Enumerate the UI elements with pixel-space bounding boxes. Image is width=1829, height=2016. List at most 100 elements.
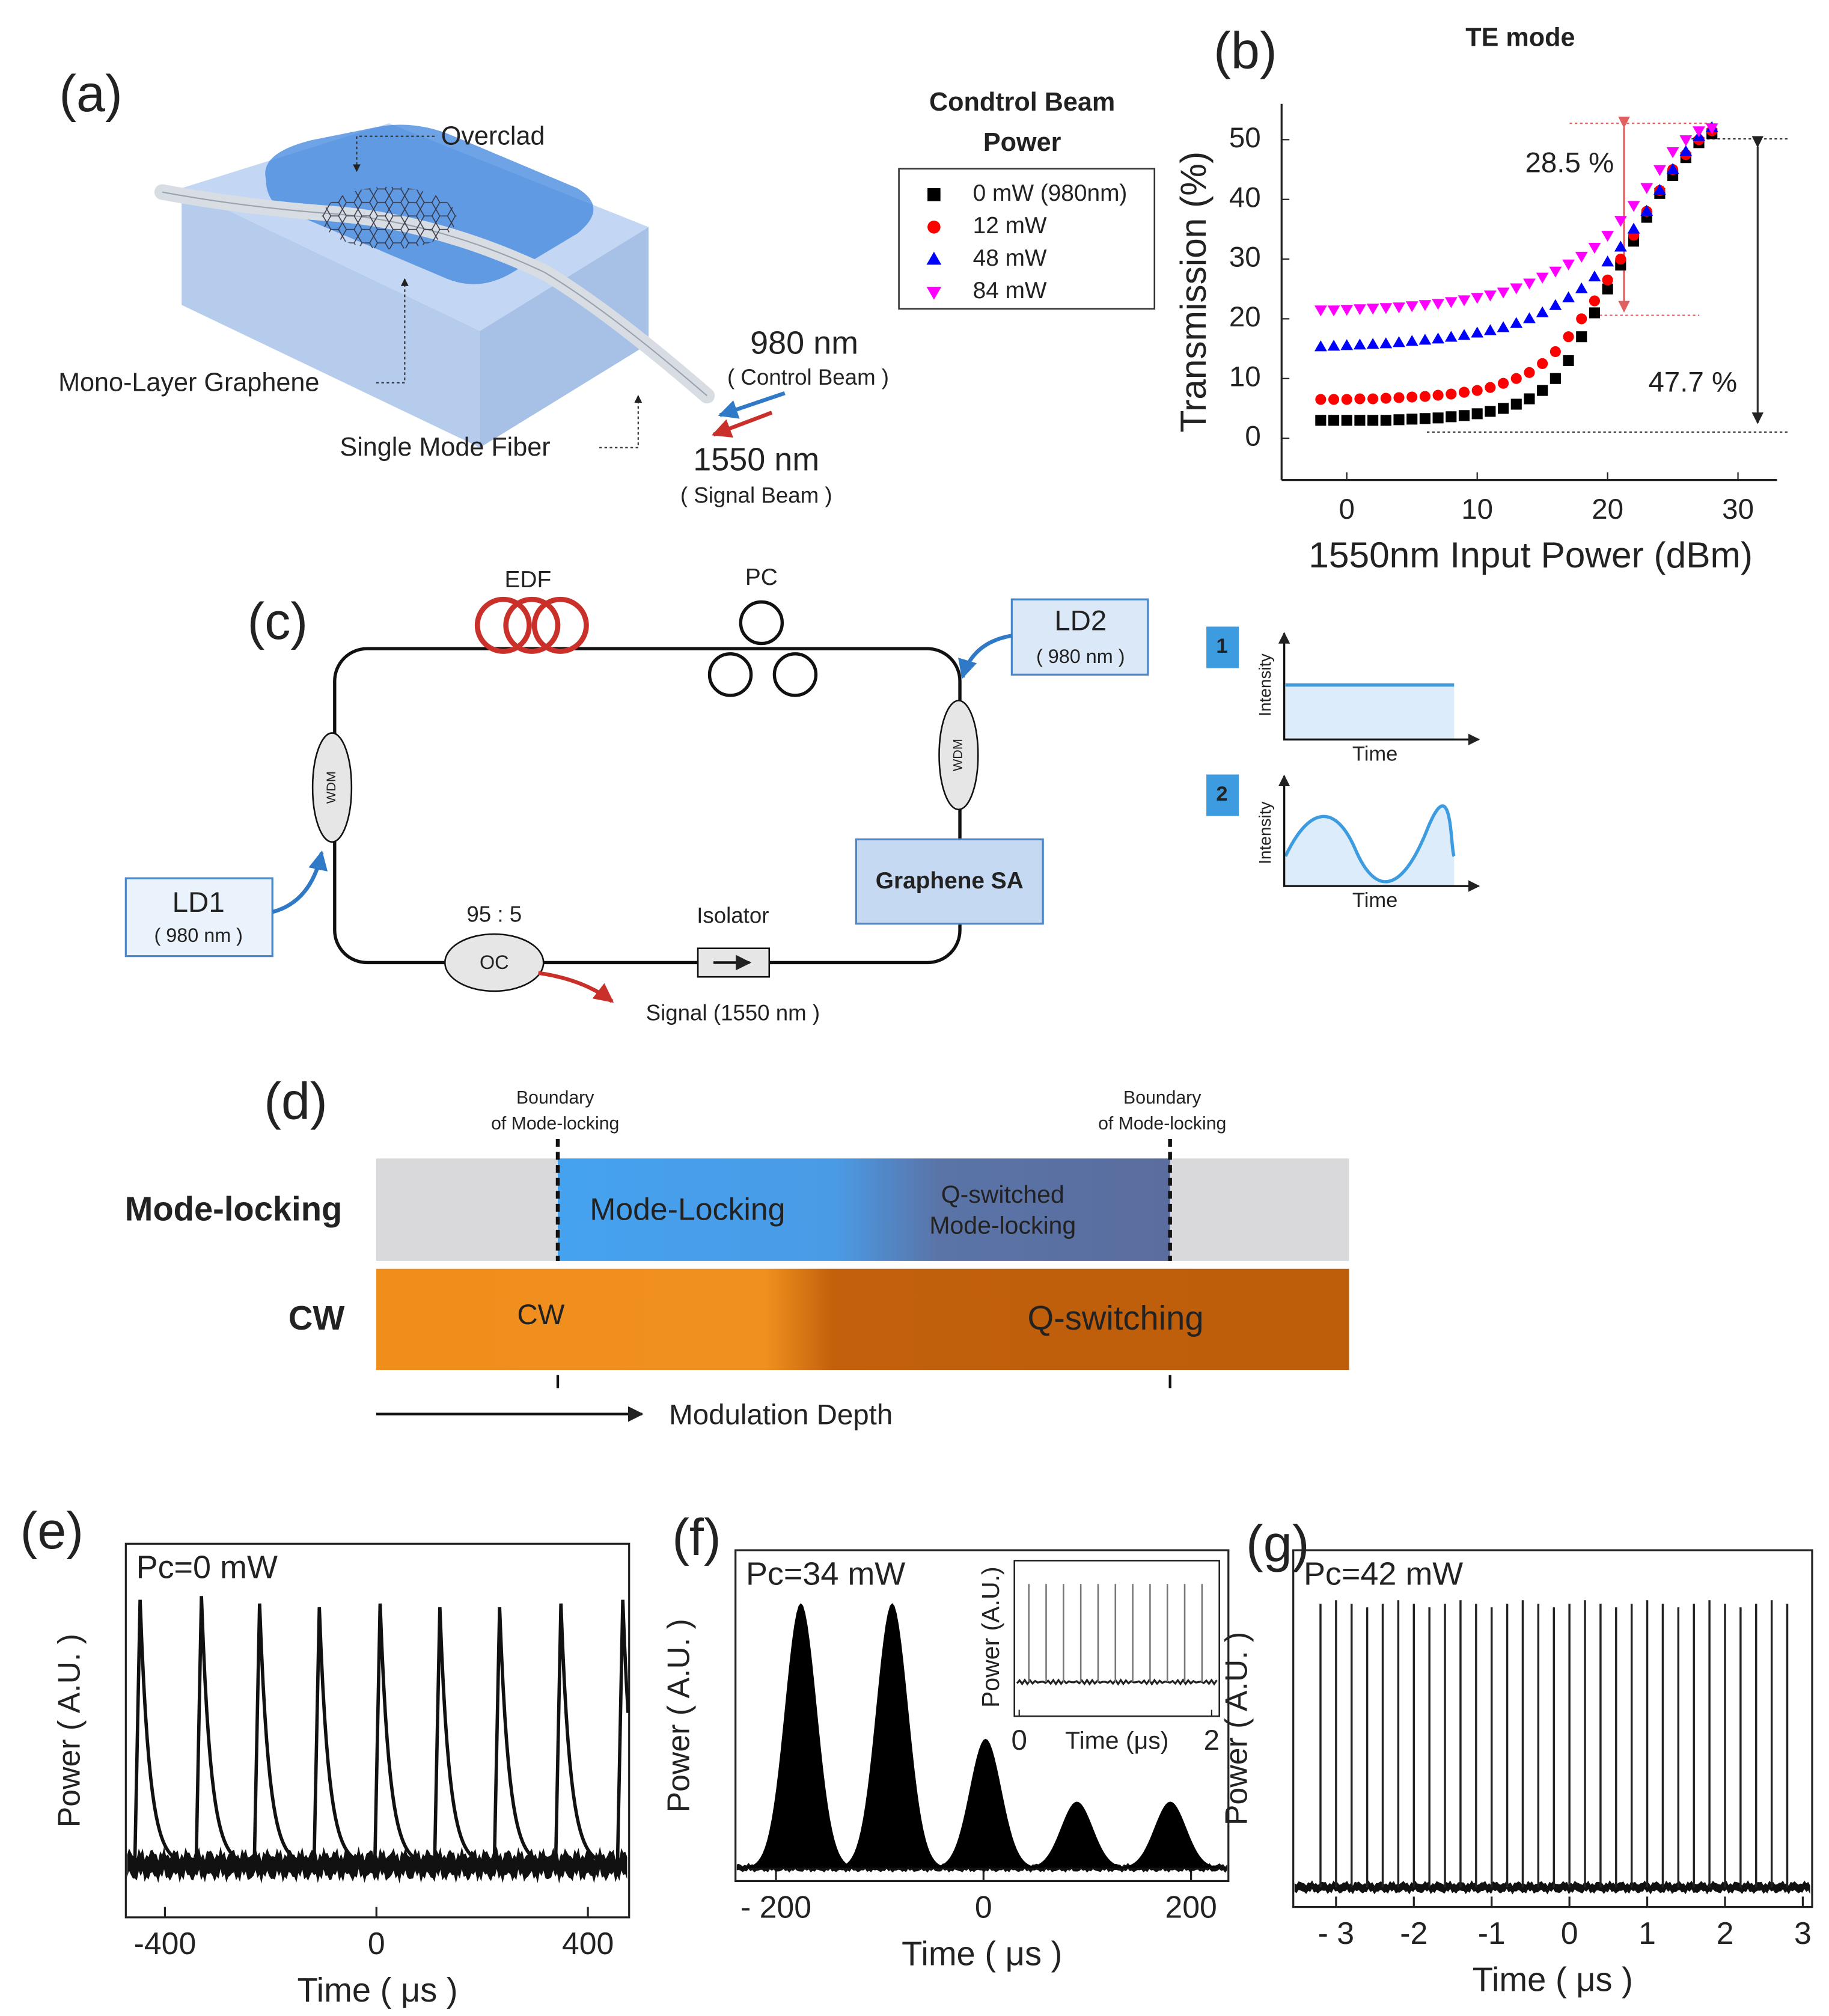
point <box>1432 412 1444 424</box>
panel-label: (a) <box>59 65 123 123</box>
x-axis-label: Time ( μs ) <box>297 1971 457 2009</box>
point <box>1537 358 1548 369</box>
point <box>1341 394 1352 405</box>
label: ( 980 nm ) <box>154 924 242 946</box>
point <box>1627 222 1640 234</box>
point <box>1524 393 1535 405</box>
point <box>1640 204 1653 216</box>
label: 980 nm <box>750 325 858 361</box>
point <box>1393 414 1405 426</box>
x-tick-label: 3 <box>1794 1916 1812 1950</box>
baseline-noise <box>127 1846 627 1884</box>
panel-annotation: Pc=0 mW <box>136 1550 278 1586</box>
point <box>1615 253 1626 265</box>
pulse <box>433 1607 493 1866</box>
point <box>1510 317 1523 328</box>
point <box>1366 338 1379 349</box>
legend-title: Condtrol Beam <box>929 88 1115 117</box>
point <box>1315 415 1327 426</box>
label: of Mode-locking <box>1098 1114 1226 1134</box>
annotation: 28.5 % <box>1525 147 1614 179</box>
legend-title: Power <box>983 128 1061 157</box>
pulse <box>252 1603 313 1866</box>
x-tick-label: 1 <box>1638 1916 1656 1950</box>
y-axis-label: Transmission (%) <box>1173 151 1214 433</box>
y-axis-label: Power ( A.U. ) <box>51 1634 86 1827</box>
point <box>1549 266 1562 278</box>
point <box>1458 386 1470 398</box>
point <box>1315 394 1327 405</box>
y-axis-label: Power ( A.U. ) <box>1219 1632 1254 1825</box>
point <box>1471 408 1483 420</box>
point <box>1679 135 1693 147</box>
label: WDM <box>323 771 338 804</box>
label: 95 : 5 <box>466 902 522 926</box>
y-tick-label: 20 <box>1229 301 1261 333</box>
label: Boundary <box>516 1088 594 1108</box>
inset-baseline <box>1016 1678 1218 1686</box>
pulse <box>1103 1801 1229 1868</box>
label: EDF <box>505 567 552 593</box>
point <box>1471 385 1483 396</box>
point <box>1340 339 1354 350</box>
pulse <box>735 1603 869 1868</box>
point <box>1575 282 1588 293</box>
point <box>1483 324 1497 335</box>
point <box>1576 331 1587 343</box>
label: Graphene SA <box>876 868 1024 894</box>
label: 1 <box>1216 635 1227 658</box>
label: Mode-locking <box>929 1212 1076 1239</box>
label: Intensity <box>1256 653 1274 716</box>
panel-label: (e) <box>20 1502 84 1560</box>
label: 2 <box>1216 783 1227 805</box>
panel-label: (g) <box>1246 1515 1310 1573</box>
point <box>1405 335 1418 346</box>
point <box>1588 242 1601 254</box>
panel-label: (c) <box>248 593 308 650</box>
point <box>1418 300 1432 311</box>
pulse <box>1009 1801 1144 1868</box>
point <box>1523 312 1536 323</box>
point <box>1405 301 1418 313</box>
x-axis-label: Time ( μs ) <box>1473 1961 1633 1999</box>
x-tick-label: 30 <box>1722 493 1754 525</box>
point <box>1666 163 1679 174</box>
pulse <box>312 1607 373 1866</box>
x-tick-label: - 3 <box>1318 1916 1354 1950</box>
point <box>1679 145 1693 156</box>
plot-frame <box>124 1542 631 1919</box>
point <box>1328 415 1340 426</box>
label: Isolator <box>697 903 769 928</box>
label: of Mode-locking <box>491 1114 619 1134</box>
point <box>1328 394 1340 405</box>
point <box>1563 355 1574 367</box>
point <box>1563 331 1574 343</box>
point <box>1640 183 1653 194</box>
annotation: 47.7 % <box>1648 366 1737 398</box>
label: Mode-locking <box>125 1190 343 1228</box>
x-tick-label: 0 <box>1561 1916 1578 1950</box>
x-tick-label: 0 <box>975 1890 992 1925</box>
x-tick-label: 10 <box>1461 493 1493 525</box>
point <box>1406 414 1418 425</box>
x-tick-label: -400 <box>134 1926 197 1961</box>
inset-tick-label: 0 <box>1011 1724 1027 1756</box>
inset-frame <box>1013 1560 1220 1717</box>
inset-tick-label: 2 <box>1204 1724 1220 1756</box>
point <box>1483 290 1497 302</box>
label: PC <box>745 564 778 590</box>
point <box>1523 278 1536 290</box>
point <box>1575 251 1588 263</box>
point <box>1510 399 1522 410</box>
label: WDM <box>950 739 965 771</box>
label: ( Signal Beam ) <box>680 483 832 507</box>
point <box>1536 272 1549 284</box>
point <box>1354 304 1366 316</box>
y-tick-label: 10 <box>1229 361 1261 393</box>
point <box>1393 302 1405 314</box>
label: Modulation Depth <box>669 1399 893 1431</box>
plot-frame <box>1292 1549 1813 1908</box>
point <box>1627 201 1640 212</box>
point <box>1471 293 1484 304</box>
legend-marker <box>926 251 942 265</box>
